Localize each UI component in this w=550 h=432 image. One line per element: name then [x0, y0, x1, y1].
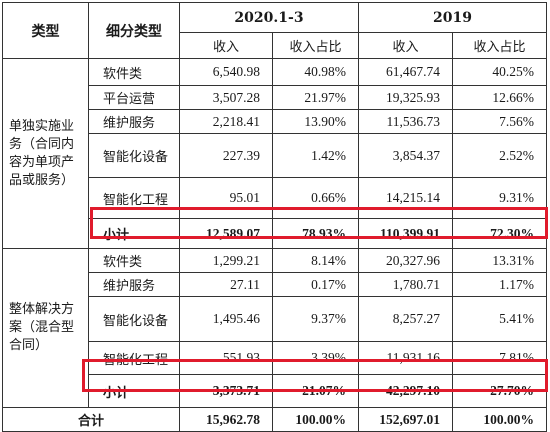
subtotal-revenue-p1-cell: 3,373.71 [179, 374, 273, 408]
subtotal-label: 小计 [88, 218, 180, 249]
revenue-p1-cell: 1,495.46 [179, 296, 273, 342]
subtype-cell: 智能化设备 [88, 133, 180, 178]
revenue-p2-cell: 61,467.74 [358, 58, 453, 86]
revenue-p1-cell: 227.39 [179, 133, 273, 178]
revenue-header-p1: 收入 [179, 32, 273, 59]
period2-header: 2019 [358, 2, 547, 33]
revenue-p1-cell: 2,218.41 [179, 109, 273, 134]
table-row: 智能化设备 227.39 1.42% 3,854.37 2.52% [3, 133, 547, 178]
share-p2-cell: 7.81% [452, 341, 547, 375]
revenue-p2-cell: 20,327.96 [358, 248, 453, 273]
subtype-cell: 软件类 [88, 248, 180, 273]
share-p2-cell: 13.31% [452, 248, 547, 273]
share-p1-cell: 9.37% [272, 296, 359, 342]
subtotal-share-p2-cell: 27.70% [452, 374, 547, 408]
subtype-cell: 智能化设备 [88, 296, 180, 342]
table-row: 智能化工程 95.01 0.66% 14,215.14 9.31% [3, 177, 547, 219]
subtype-cell: 维护服务 [88, 272, 180, 297]
type-header: 类型 [2, 2, 89, 59]
share-p1-cell: 21.97% [272, 85, 359, 110]
share-p2-cell: 9.31% [452, 177, 547, 219]
revenue-p1-cell: 27.11 [179, 272, 273, 297]
share-p1-cell: 0.66% [272, 177, 359, 219]
subtype-cell: 智能化工程 [88, 341, 180, 375]
revenue-p2-cell: 14,215.14 [358, 177, 453, 219]
share-p2-cell: 12.66% [452, 85, 547, 110]
share-p2-cell: 2.52% [452, 133, 547, 178]
revenue-p1-cell: 3,507.28 [179, 85, 273, 110]
header-row-columns: 收入 收入占比 收入 收入占比 [3, 32, 547, 59]
subtype-cell: 平台运营 [88, 85, 180, 110]
revenue-p1-cell: 1,299.21 [179, 248, 273, 273]
total-label: 合计 [2, 407, 180, 432]
share-p1-cell: 1.42% [272, 133, 359, 178]
share-header-p2: 收入占比 [452, 32, 547, 59]
revenue-p1-cell: 551.93 [179, 341, 273, 375]
share-p2-cell: 40.25% [452, 58, 547, 86]
table-row: 维护服务 2,218.41 13.90% 11,536.73 7.56% [3, 109, 547, 134]
share-p2-cell: 5.41% [452, 296, 547, 342]
subtype-cell: 维护服务 [88, 109, 180, 134]
revenue-p2-cell: 3,854.37 [358, 133, 453, 178]
share-p1-cell: 0.17% [272, 272, 359, 297]
subtype-cell: 智能化工程 [88, 177, 180, 219]
revenue-p2-cell: 1,780.71 [358, 272, 453, 297]
share-p2-cell: 7.56% [452, 109, 547, 134]
table-row: 单独实施业务（合同内容为单项产品或服务） 软件类 6,540.98 40.98% 61,… [2, 58, 547, 249]
revenue-p2-cell: 19,325.93 [358, 85, 453, 110]
subtotal-share-p1-cell: 21.07% [272, 374, 359, 408]
subtotal-share-p1-cell: 78.93% [272, 218, 359, 249]
share-p2-cell: 1.17% [452, 272, 547, 297]
revenue-p2-cell: 8,257.27 [358, 296, 453, 342]
table-row: 平台运营 3,507.28 21.97% 19,325.93 12.66% [3, 85, 547, 110]
total-revenue-p1-cell: 15,962.78 [179, 407, 273, 432]
revenue-p2-cell: 11,931.16 [358, 341, 453, 375]
subtotal-revenue-p1-cell: 12,589.07 [179, 218, 273, 249]
group-name-cell: 整体解决方案（混合型合同） [2, 248, 89, 408]
total-share-p2-cell: 100.00% [452, 407, 547, 432]
subtotal-share-p2-cell: 72.30% [452, 218, 547, 249]
revenue-p2-cell: 11,536.73 [358, 109, 453, 134]
subtotal-label: 小计 [88, 374, 180, 408]
total-share-p1-cell: 100.00% [272, 407, 359, 432]
header-row-periods: 类型 细分类型 2020.1-3 2019 [2, 2, 547, 59]
share-p1-cell: 3.39% [272, 341, 359, 375]
subtype-header: 细分类型 [88, 2, 180, 59]
total-revenue-p2-cell: 152,697.01 [358, 407, 453, 432]
subtotal-revenue-p2-cell: 42,297.10 [358, 374, 453, 408]
group-name-cell: 单独实施业务（合同内容为单项产品或服务） [2, 58, 89, 249]
table-row: 整体解决方案（混合型合同） 软件类 1,299.21 8.14% 20,327.96 13… [2, 248, 547, 408]
total-row: 合计 15,962.78 100.00% 152,697.01 100.00% [2, 407, 547, 432]
share-p1-cell: 13.90% [272, 109, 359, 134]
subtotal-revenue-p2-cell: 110,399.91 [358, 218, 453, 249]
share-p1-cell: 40.98% [272, 58, 359, 86]
period1-header: 2020.1-3 [179, 2, 359, 33]
share-p1-cell: 8.14% [272, 248, 359, 273]
revenue-p1-cell: 6,540.98 [179, 58, 273, 86]
table-row: 维护服务 27.11 0.17% 1,780.71 1.17% [3, 272, 547, 297]
revenue-p1-cell: 95.01 [179, 177, 273, 219]
share-header-p1: 收入占比 [272, 32, 359, 59]
subtype-cell: 软件类 [88, 58, 180, 86]
revenue-header-p2: 收入 [358, 32, 453, 59]
